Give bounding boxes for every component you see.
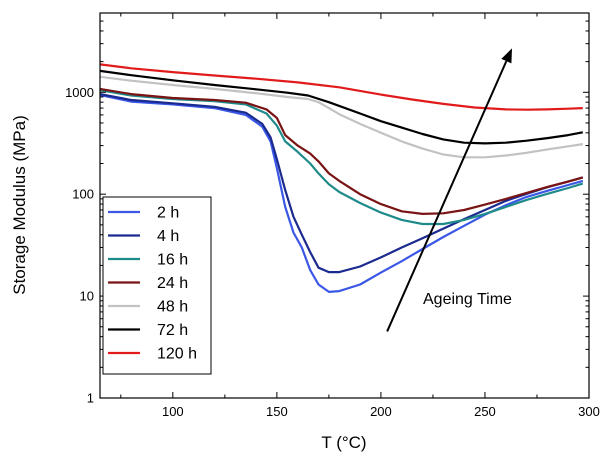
legend-label-2h: 2 h xyxy=(157,205,179,222)
x-tick-labels: 100 150 200 250 300 xyxy=(162,404,600,419)
y-tick-label: 1 xyxy=(87,391,94,406)
plot-frame xyxy=(99,12,590,399)
x-tick-label: 250 xyxy=(474,404,496,419)
legend-label-4h: 4 h xyxy=(157,228,179,245)
legend-label-48h: 48 h xyxy=(157,299,188,316)
y-tick-label: 10 xyxy=(80,289,94,304)
series-line-16h xyxy=(100,89,584,226)
y-tick-labels: 1 10 100 1000 xyxy=(65,85,94,406)
ageing-time-arrowhead xyxy=(501,48,513,64)
legend: 2 h 4 h 16 h 24 h 48 h 72 h 120 h xyxy=(102,196,212,375)
ageing-time-label: Ageing Time xyxy=(423,291,512,308)
x-tick-label: 300 xyxy=(578,404,600,419)
legend-box xyxy=(102,196,212,375)
ageing-time-arrow xyxy=(386,60,508,332)
legend-label-72h: 72 h xyxy=(157,322,188,339)
legend-label-24h: 24 h xyxy=(157,275,188,292)
y-tick-label: 100 xyxy=(72,187,94,202)
x-tick-label: 100 xyxy=(162,404,184,419)
series-layer xyxy=(100,63,584,293)
x-tick-label: 150 xyxy=(266,404,288,419)
legend-label-16h: 16 h xyxy=(157,252,188,269)
ageing-time-annotation: Ageing Time xyxy=(386,48,513,332)
y-axis-title: Storage Modulus (MPa) xyxy=(10,115,29,295)
series-line-72h xyxy=(100,69,584,145)
x-tick-label: 200 xyxy=(370,404,392,419)
x-axis-title: T (°C) xyxy=(321,433,366,452)
series-line-4h xyxy=(100,93,584,274)
series-line-120h xyxy=(100,63,583,111)
legend-label-120h: 120 h xyxy=(157,346,197,363)
y-tick-label: 1000 xyxy=(65,85,94,100)
series-line-24h xyxy=(100,87,584,215)
series-line-48h xyxy=(100,75,583,159)
